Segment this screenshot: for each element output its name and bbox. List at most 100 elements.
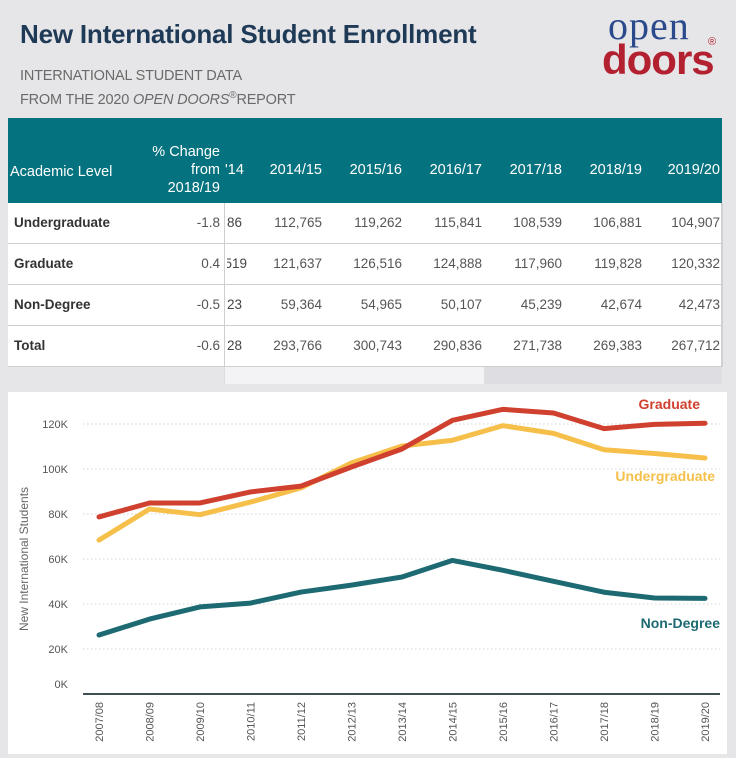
year-value: 115,841	[434, 215, 482, 230]
year-value: 112,765	[274, 215, 322, 230]
row-label: Undergraduate	[14, 215, 111, 230]
row-label: Non-Degree	[14, 297, 91, 312]
series-line-non-degree	[96, 557, 708, 638]
column-header-year[interactable]: 2017/18	[509, 162, 562, 178]
year-value: 126,516	[353, 256, 402, 271]
x-tick-label: 2014/15	[448, 702, 460, 742]
table-row: Undergraduate -1.8 86 112,765 119,262 11…	[8, 203, 722, 244]
year-value: 45,239	[520, 297, 562, 312]
table-row: Total -0.6 28 293,766 300,743 290,836 27…	[8, 326, 722, 367]
year-value: 293,766	[273, 338, 322, 353]
year-value: 119,828	[594, 256, 642, 271]
y-tick-label: 100K	[42, 464, 68, 476]
subtitle-suffix: REPORT	[236, 91, 296, 108]
page-header: New International Student Enrollment INT…	[0, 0, 736, 118]
year-value: 119,262	[354, 215, 402, 230]
column-header-year[interactable]: 2018/19	[589, 162, 642, 178]
y-tick-label: 0K	[55, 679, 69, 691]
year-value: 120,332	[671, 256, 720, 271]
x-tick-label: 2013/14	[397, 702, 409, 742]
logo-open-text: open	[608, 3, 690, 48]
x-tick-label: 2010/11	[246, 702, 258, 741]
percent-change-value: 0.4	[201, 256, 220, 271]
year-value: 42,473	[678, 297, 720, 312]
year-value: 271,738	[513, 338, 562, 353]
subtitle-line-2: FROM THE 2020 OPEN DOORS®REPORT	[20, 86, 296, 110]
subtitle-line-1: INTERNATIONAL STUDENT DATA	[20, 68, 242, 84]
clipped-value: 519	[227, 256, 247, 271]
column-header-year[interactable]: 2016/17	[429, 162, 482, 178]
y-tick-label: 20K	[48, 644, 68, 656]
logo-doors-text: doors	[602, 36, 715, 83]
x-tick-label: 2019/20	[700, 702, 712, 742]
year-value: 124,888	[433, 256, 482, 271]
series-label-graduate: Graduate	[639, 396, 701, 412]
row-label: Total	[14, 338, 46, 353]
page-title: New International Student Enrollment	[20, 19, 477, 49]
x-tick-label: 2007/08	[94, 702, 106, 742]
percent-change-value: -0.5	[196, 297, 220, 312]
year-value: 300,743	[353, 338, 402, 353]
year-value: 59,364	[280, 297, 322, 312]
year-value: 106,881	[593, 215, 642, 230]
year-value: 290,836	[433, 338, 482, 353]
series-label-non-degree: Non-Degree	[641, 615, 721, 631]
year-value: 50,107	[440, 297, 482, 312]
series-line-undergraduate	[96, 423, 708, 543]
logo-registered-mark: ®	[708, 36, 717, 48]
table-body: Undergraduate -1.8 86 112,765 119,262 11…	[8, 203, 722, 367]
y-axis-title: New International Students	[17, 487, 31, 631]
x-tick-label: 2008/09	[145, 702, 157, 742]
percent-change-value: -1.8	[196, 215, 220, 230]
column-header-year[interactable]: 2019/20	[667, 162, 720, 178]
x-tick-label: 2015/16	[498, 702, 510, 742]
y-tick-label: 40K	[48, 599, 68, 611]
clipped-value: 28	[227, 338, 243, 353]
subtitle-report-name: OPEN DOORS	[132, 91, 230, 108]
percent-change-value: -0.6	[196, 338, 220, 353]
y-tick-label: 120K	[42, 419, 68, 431]
x-tick-label: 2012/13	[347, 702, 359, 742]
open-doors-logo: open ® doors	[600, 3, 730, 83]
frozen-column-divider	[224, 203, 225, 367]
table-header: Academic Level % Change from 2018/19 '14…	[8, 118, 722, 203]
enrollment-line-chart: 0K 20K 40K 60K 80K 100K 120K 2007/08 2008/09 2009…	[17, 396, 721, 742]
x-tick-label: 2018/19	[650, 702, 662, 742]
year-value: 267,712	[671, 338, 720, 353]
y-tick-label: 80K	[48, 509, 68, 521]
year-value: 42,674	[600, 297, 642, 312]
year-value: 104,907	[671, 215, 720, 230]
year-value: 108,539	[513, 215, 562, 230]
x-tick-label: 2016/17	[549, 702, 561, 742]
table-row: Graduate 0.4 519 121,637 126,516 124,888…	[8, 244, 722, 285]
page-subtitle: INTERNATIONAL STUDENT DATA FROM THE 2020…	[20, 66, 296, 110]
y-tick-label: 60K	[48, 554, 68, 566]
year-value: 269,383	[593, 338, 642, 353]
enrollment-table: Academic Level % Change from 2018/19 '14…	[8, 118, 723, 384]
x-tick-label: 2011/12	[296, 702, 308, 741]
column-header-year[interactable]: 2015/16	[349, 162, 402, 178]
x-tick-label: 2017/18	[599, 702, 611, 742]
table-row: Non-Degree -0.5 23 59,364 54,965 50,107 …	[8, 285, 722, 326]
row-label: Graduate	[14, 256, 74, 271]
column-header-clipped-year[interactable]: '14	[225, 162, 244, 178]
x-tick-label: 2009/10	[195, 702, 207, 742]
column-header-academic-level[interactable]: Academic Level	[10, 164, 113, 180]
horizontal-scrollbar-thumb[interactable]	[225, 367, 484, 384]
year-value: 54,965	[360, 297, 402, 312]
percent-change-line-1: % Change	[152, 144, 220, 160]
series-line-graduate	[96, 406, 708, 520]
clipped-value: 23	[227, 297, 243, 312]
subtitle-prefix: FROM THE 2020	[20, 91, 133, 108]
table-right-edge	[721, 203, 723, 367]
percent-change-line-2: from	[191, 162, 220, 178]
enrollment-chart-card: 0K 20K 40K 60K 80K 100K 120K 2007/08 2008/09 2009…	[8, 392, 727, 754]
clipped-value: 86	[227, 215, 243, 230]
column-header-year[interactable]: 2014/15	[269, 162, 322, 178]
column-header-percent-change[interactable]: % Change from 2018/19	[128, 143, 220, 197]
year-value: 117,960	[514, 256, 562, 271]
series-label-undergraduate: Undergraduate	[615, 468, 715, 484]
registered-mark: ®	[229, 90, 237, 101]
year-value: 121,637	[273, 256, 322, 271]
percent-change-line-3: 2018/19	[167, 180, 220, 196]
